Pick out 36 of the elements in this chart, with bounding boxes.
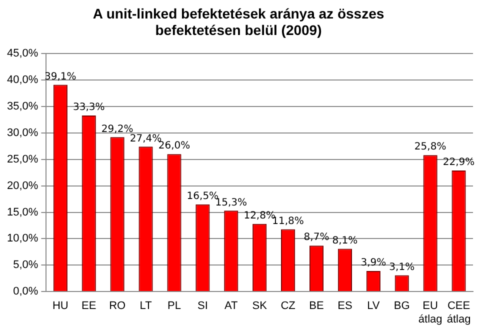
y-tick-label: 5,0% <box>13 259 38 272</box>
x-tick-label: CZ <box>280 300 296 312</box>
x-tick-label: HU <box>52 300 68 312</box>
x-tick-label: BG <box>394 300 410 312</box>
x-tick-label: LV <box>367 300 380 312</box>
y-tick-label: 35,0% <box>6 100 38 113</box>
data-label: 8,7% <box>304 232 330 244</box>
data-label: 39,1% <box>44 71 76 82</box>
y-tick-label: 25,0% <box>6 153 38 166</box>
x-tick-label: EE <box>82 300 96 312</box>
x-tick-label: CEE átlag <box>446 300 471 326</box>
x-tick-label: BE <box>309 300 324 312</box>
y-tick-label: 45,0% <box>6 48 38 60</box>
x-tick-label: AT <box>224 300 238 312</box>
data-label: 3,9% <box>360 258 386 269</box>
x-tick-label: SI <box>197 300 208 312</box>
data-label: 25,8% <box>414 142 446 153</box>
x-tick-label: RO <box>109 300 126 312</box>
data-label: 3,1% <box>389 262 415 273</box>
x-tick-label: EU átlag <box>418 300 442 326</box>
x-tick-label: ES <box>338 300 352 312</box>
data-label: 29,2% <box>101 124 134 135</box>
y-tick-label: 20,0% <box>6 180 38 192</box>
y-tick-label: 30,0% <box>6 126 38 139</box>
data-label: 8,1% <box>332 235 358 246</box>
x-tick-label: SK <box>252 300 268 312</box>
y-tick-label: 0,0% <box>13 286 38 298</box>
chart-title: A unit-linked befektetések aránya az összes befektetésen belül (2009) <box>92 5 384 38</box>
data-label: 22,9% <box>442 157 475 168</box>
x-tick-label: PL <box>168 300 181 312</box>
y-tick-label: 10,0% <box>6 232 38 245</box>
data-label: 12,8% <box>244 210 276 222</box>
y-tick-label: 40,0% <box>6 74 38 86</box>
data-label: 33,3% <box>72 102 105 114</box>
x-tick-label: LT <box>140 300 152 312</box>
y-tick-label: 15,0% <box>6 206 38 218</box>
